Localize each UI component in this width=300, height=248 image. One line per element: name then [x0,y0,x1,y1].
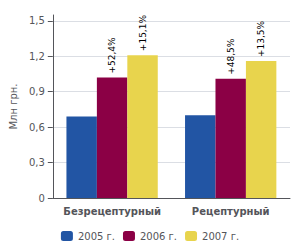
svg-text:Рецептурный: Рецептурный [192,206,270,217]
svg-text:+52,4%: +52,4% [107,37,117,74]
svg-text:2006 г.: 2006 г. [140,231,177,242]
svg-text:0,9: 0,9 [29,86,45,97]
svg-text:1,5: 1,5 [29,15,45,26]
svg-text:+13,5%: +13,5% [256,20,266,57]
svg-text:0,6: 0,6 [29,122,45,133]
svg-text:0: 0 [38,193,44,204]
svg-text:+15,1%: +15,1% [138,15,148,52]
svg-text:Млн грн.: Млн грн. [8,83,19,129]
svg-text:+48,5%: +48,5% [226,38,236,75]
svg-text:2005 г.: 2005 г. [78,231,115,242]
svg-text:1,2: 1,2 [29,51,45,62]
svg-text:0,3: 0,3 [29,157,45,168]
svg-text:Безрецептурный: Безрецептурный [63,206,161,217]
svg-text:2007 г.: 2007 г. [202,231,239,242]
